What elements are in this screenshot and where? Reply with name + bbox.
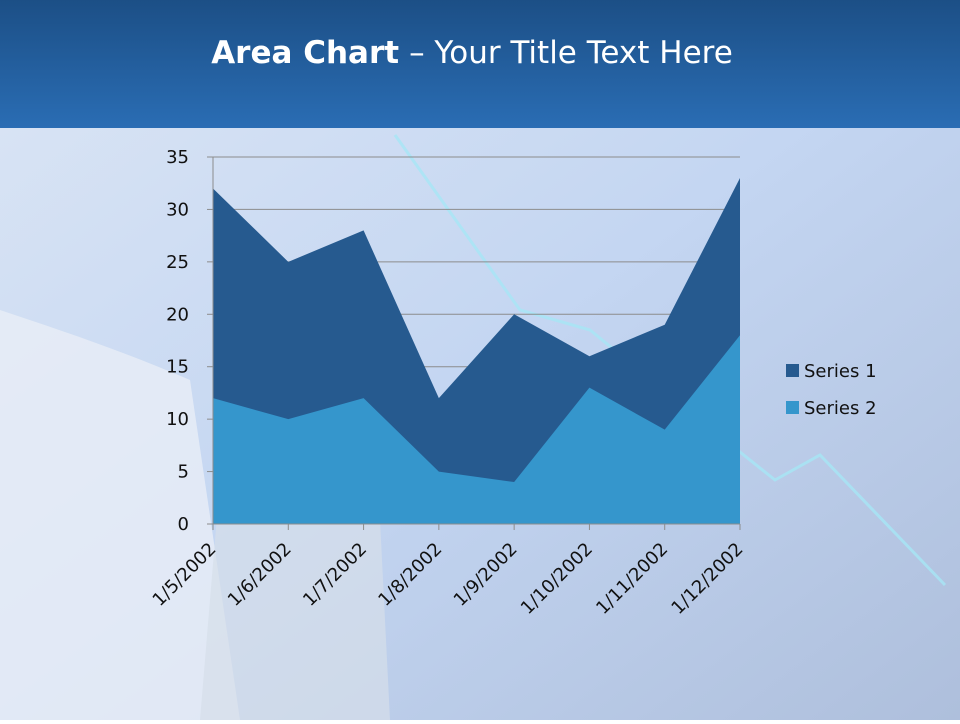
title-regular: – Your Title Text Here: [409, 35, 733, 71]
header-band: [0, 0, 960, 128]
decor-arm: [200, 480, 390, 720]
legend-swatch: [786, 364, 799, 377]
area: [213, 335, 740, 524]
decor-shirt: [0, 310, 240, 720]
y-tick-label: 5: [178, 462, 189, 483]
legend-label: Series 1: [804, 361, 877, 382]
legend-label: Series 2: [804, 398, 877, 419]
y-tick-label: 0: [178, 514, 189, 535]
y-tick-label: 10: [166, 409, 189, 430]
y-tick-label: 15: [166, 357, 189, 378]
title-bold: Area Chart: [211, 35, 399, 71]
y-tick-label: 20: [166, 304, 189, 325]
slide-title: Area Chart – Your Title Text Here: [211, 35, 733, 71]
legend-swatch: [786, 401, 799, 414]
y-tick-label: 30: [166, 199, 189, 220]
y-tick-label: 35: [166, 147, 189, 168]
y-tick-label: 25: [166, 252, 189, 273]
